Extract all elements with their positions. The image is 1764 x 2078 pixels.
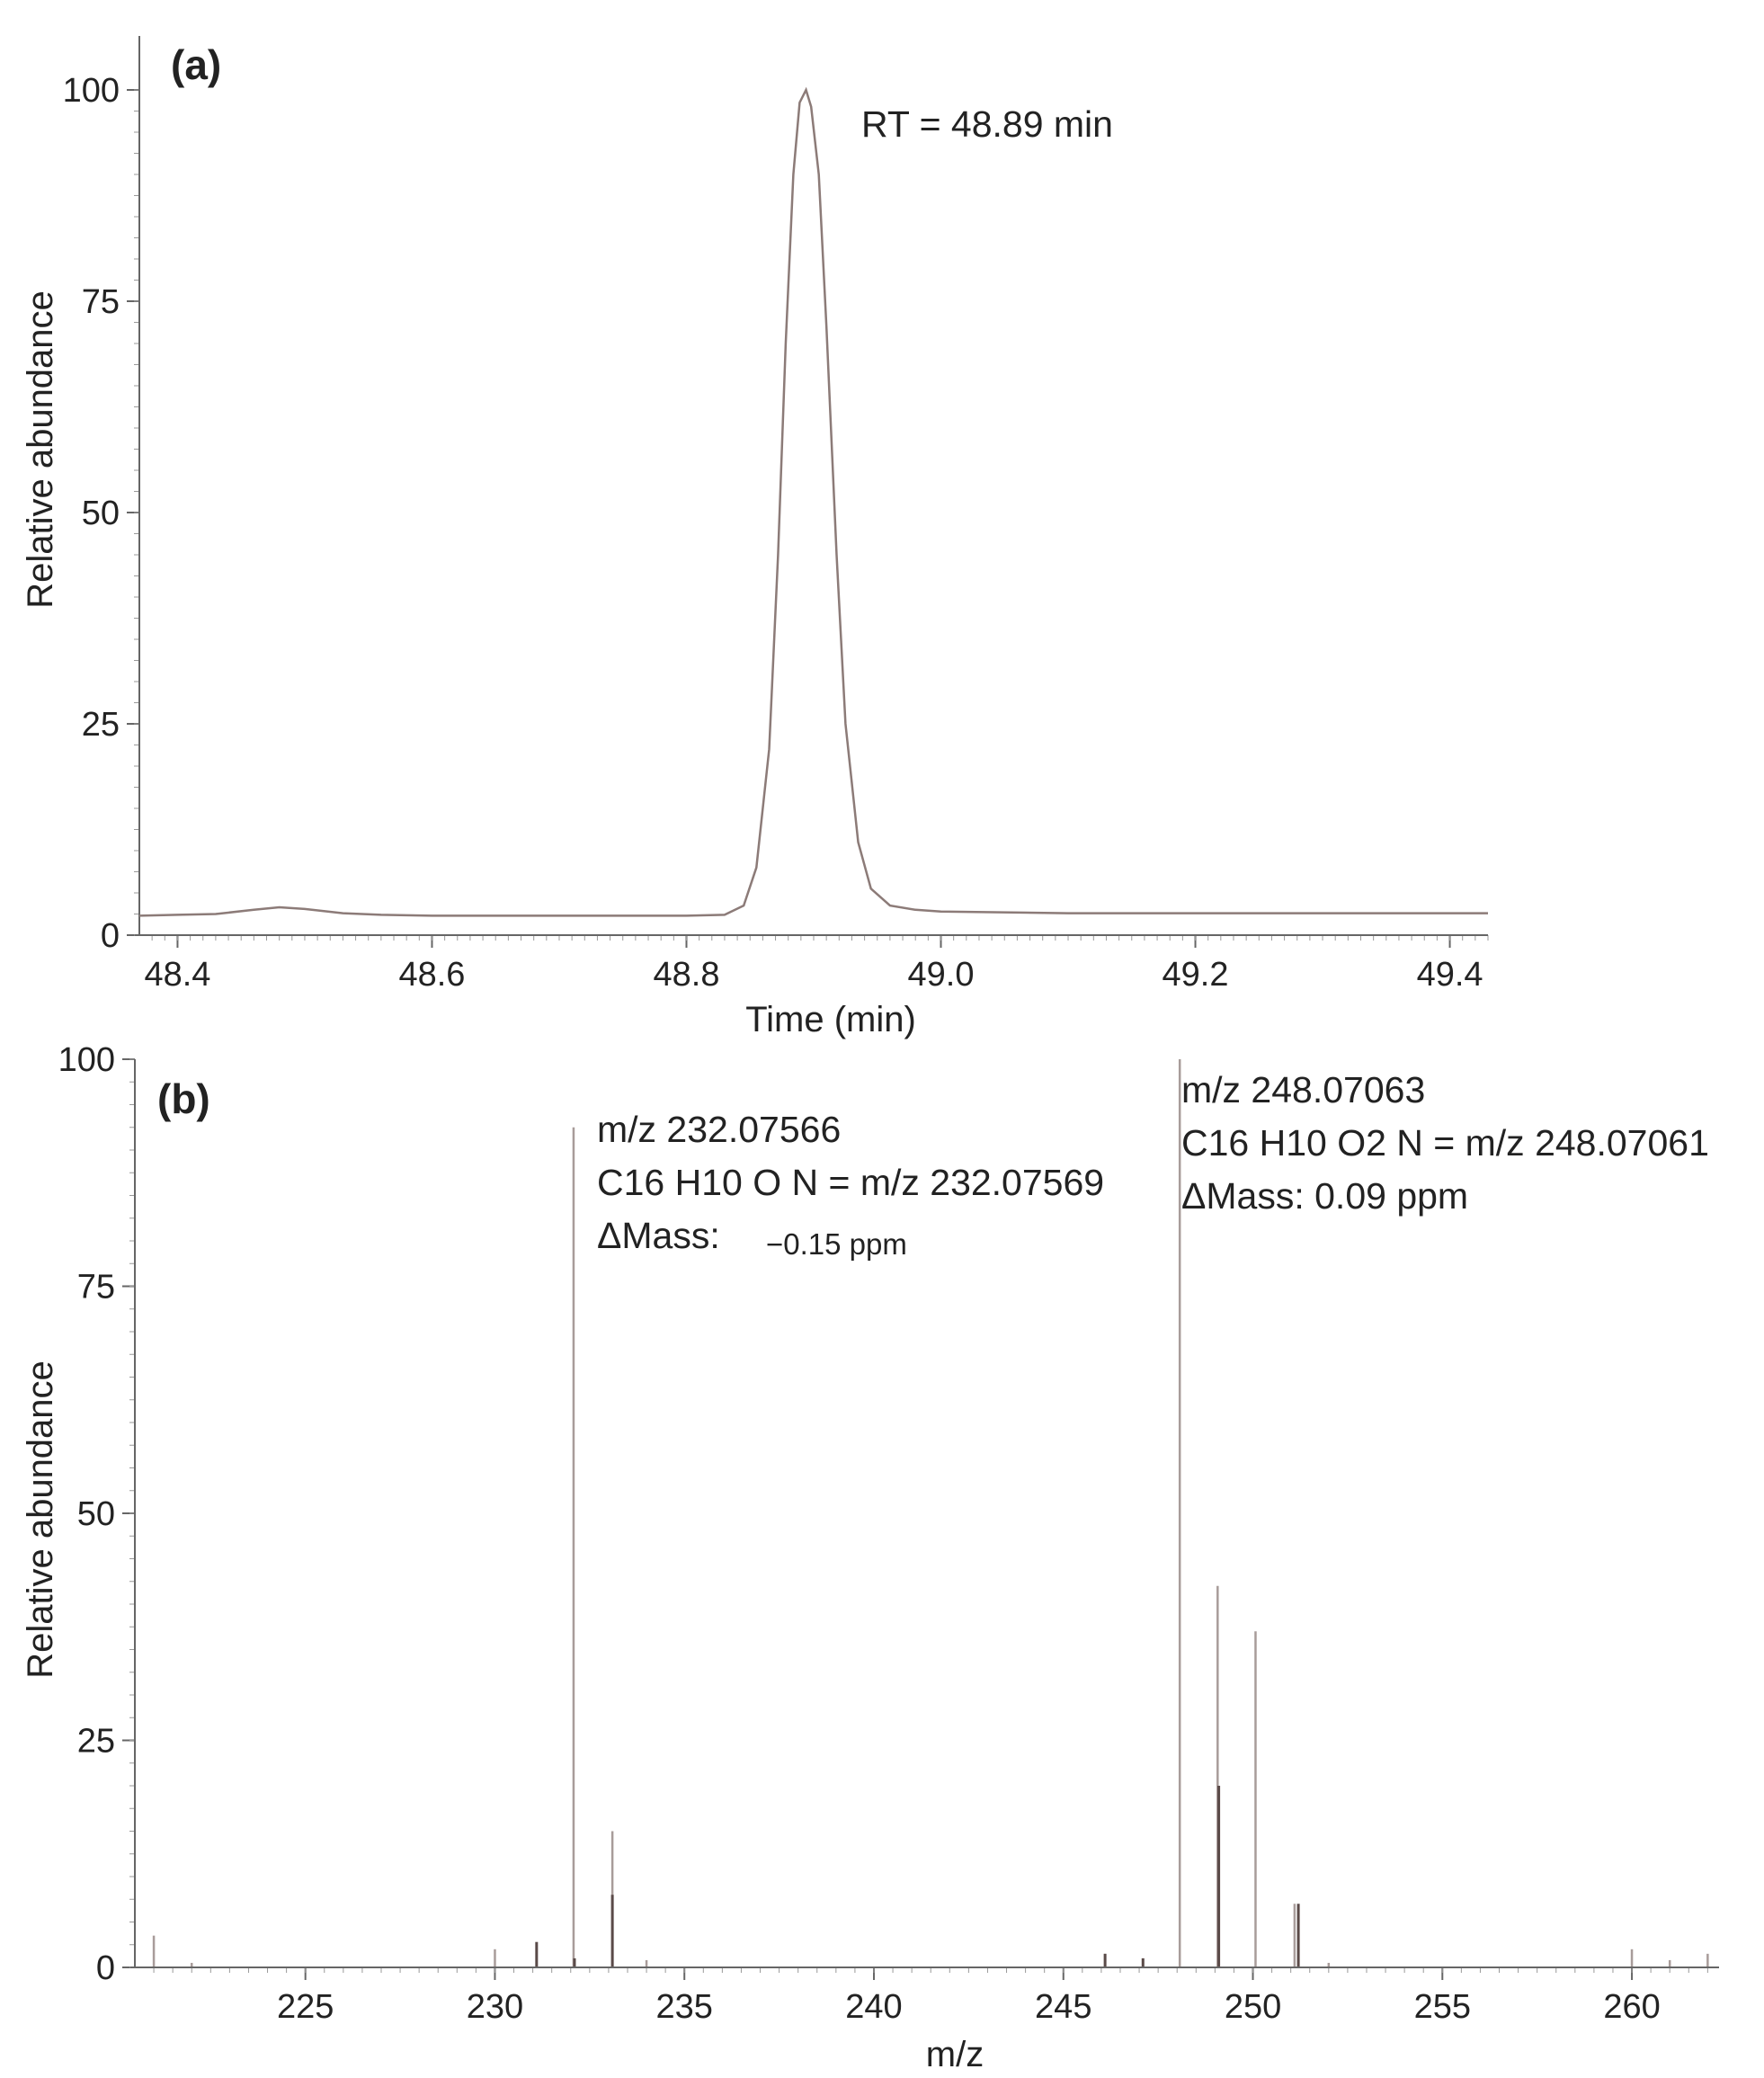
b-x-tick-label: 260: [1603, 1988, 1660, 2026]
spectrum-peaks: [152, 1059, 1709, 1967]
peak-232-mz-label: m/z 232.07566: [597, 1109, 841, 1150]
peak-annotation-232: m/z 232.07566 C16 H10 O N = m/z 232.0756…: [597, 1109, 1104, 1261]
b-y-ticks: 0 25 50 75 100: [58, 1041, 135, 1987]
b-y-tick-label: 50: [77, 1495, 115, 1533]
a-x-tick-label: 49.0: [908, 956, 975, 994]
a-y-ticks: 0 25 50 75 100: [63, 72, 139, 955]
peak-232-delta-value: −0.15 ppm: [766, 1227, 907, 1261]
b-x-tick-label: 250: [1225, 1988, 1281, 2026]
b-y-tick-label: 100: [58, 1041, 115, 1079]
b-x-tick-label: 225: [277, 1988, 334, 2026]
retention-time-annotation: RT = 48.89 min: [861, 103, 1113, 145]
b-x-axis-title: m/z: [926, 2035, 984, 2074]
b-y-tick-label: 25: [77, 1723, 115, 1761]
chromatogram-trace: [138, 86, 1488, 917]
b-x-tick-label: 255: [1414, 1988, 1471, 2026]
a-y-tick-label: 100: [63, 72, 120, 110]
b-y-axis-title: Relative abundance: [21, 1360, 60, 1679]
peak-248-delta-label: ΔMass: 0.09 ppm: [1181, 1175, 1468, 1217]
peak-248-mz-label: m/z 248.07063: [1181, 1069, 1425, 1110]
a-x-ticks: 48.4 48.6 48.8 49.0 49.2 49.4: [144, 935, 1483, 994]
a-x-axis-title: Time (min): [745, 1000, 916, 1039]
b-x-tick-label: 230: [467, 1988, 523, 2026]
a-x-tick-label: 48.8: [654, 956, 720, 994]
b-x-ticks: 225 230 235 240 245 250 255 260: [277, 1967, 1661, 2026]
a-x-tick-label: 49.2: [1163, 956, 1229, 994]
a-y-axis-title: Relative abundance: [21, 290, 60, 609]
b-x-tick-label: 235: [656, 1988, 713, 2026]
a-x-tick-label: 49.4: [1417, 956, 1483, 994]
b-y-tick-label: 0: [96, 1949, 115, 1987]
a-x-tick-label: 48.6: [398, 956, 465, 994]
b-x-tick-label: 245: [1035, 1988, 1091, 2026]
panel-b-label: (b): [157, 1075, 210, 1122]
peak-232-delta-label: ΔMass:: [597, 1215, 720, 1256]
a-y-tick-label: 25: [82, 706, 120, 744]
panel-a-label: (a): [171, 41, 221, 88]
a-x-tick-label: 48.4: [144, 956, 210, 994]
a-y-tick-label: 50: [82, 495, 120, 532]
b-x-tick-label: 240: [845, 1988, 902, 2026]
a-y-tick-label: 75: [82, 283, 120, 321]
peak-232-formula-label: C16 H10 O N = m/z 232.07569: [597, 1162, 1104, 1203]
b-y-tick-label: 75: [77, 1269, 115, 1307]
peak-248-formula-label: C16 H10 O2 N = m/z 248.07061: [1181, 1122, 1709, 1164]
peak-annotation-248: m/z 248.07063 C16 H10 O2 N = m/z 248.070…: [1181, 1069, 1709, 1217]
a-y-tick-label: 0: [101, 917, 120, 955]
